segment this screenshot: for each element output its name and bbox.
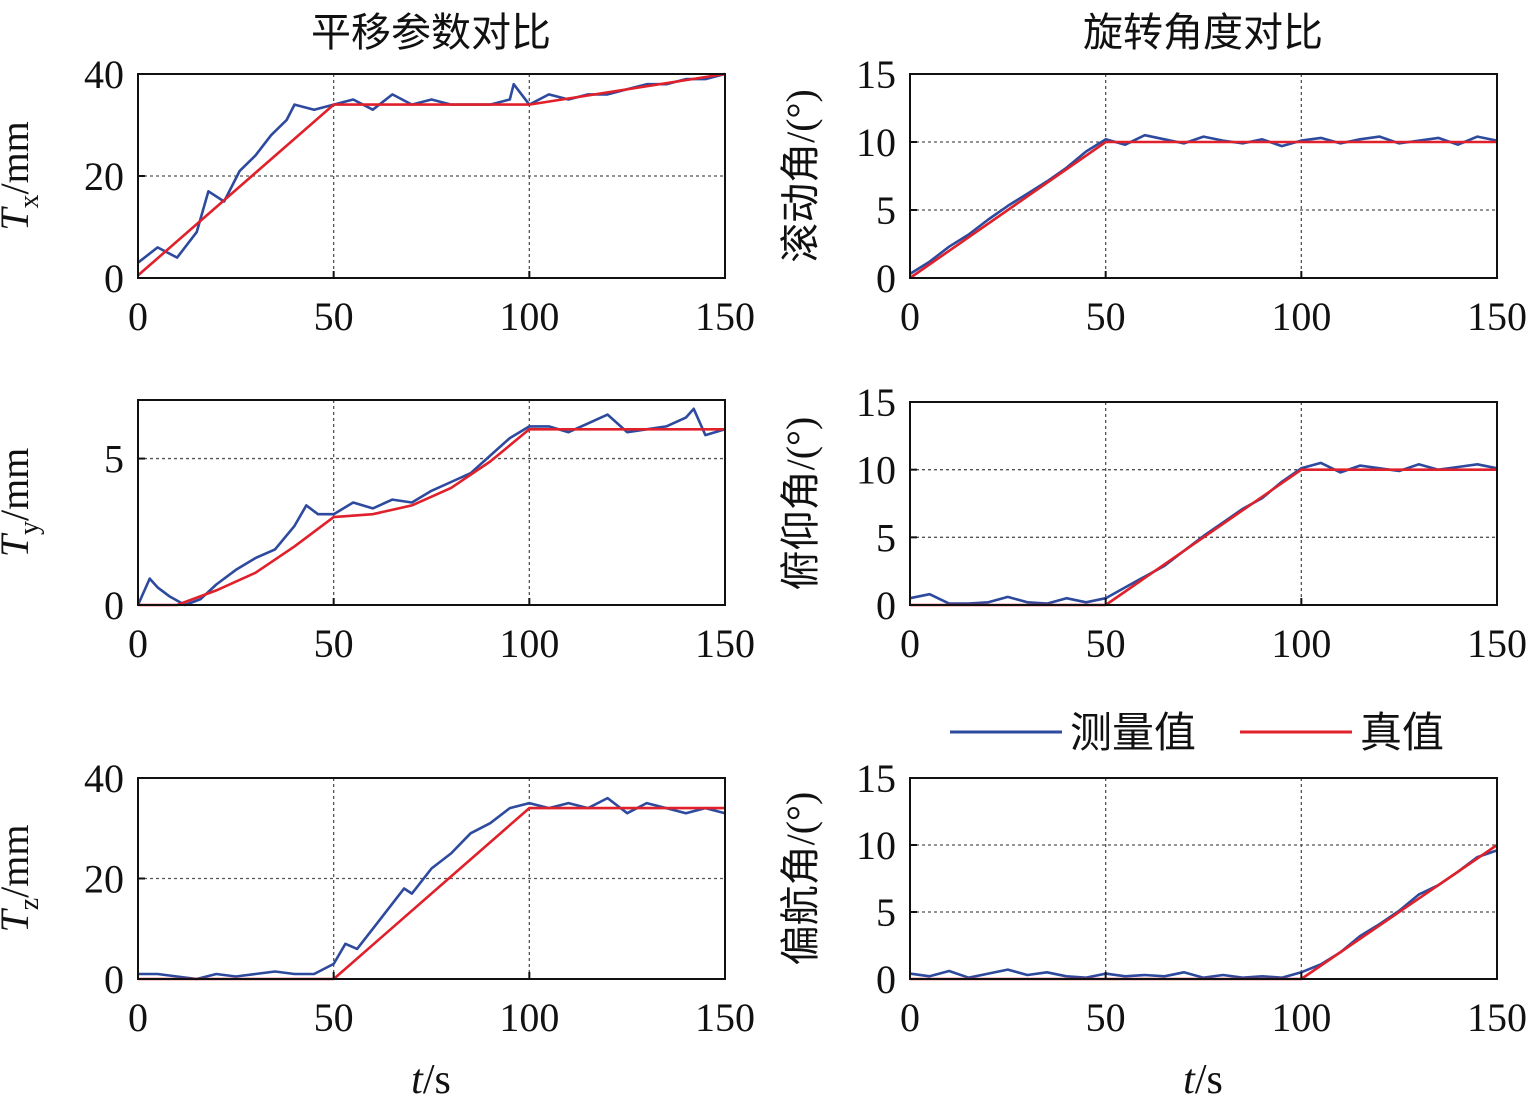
left-column-title: 平移参数对比 (311, 10, 551, 55)
y-tick-label: 20 (84, 857, 124, 902)
x-tick-label: 0 (128, 621, 148, 666)
y-tick-label: 5 (876, 890, 896, 935)
tx-panel: 0 50 100 150 0 20 40 Tx/mm (0, 52, 755, 339)
truth-series-line (137, 72, 726, 277)
y-tick-label: 0 (104, 957, 124, 1002)
legend: 测量值 真值 (950, 711, 1444, 757)
y-axis-label: 偏航角/(°) (778, 792, 823, 966)
yaw-panel: 0 50 100 150 0 5 10 15 偏航角/(°) (778, 756, 1527, 1040)
x-tick-label: 100 (1271, 294, 1331, 339)
x-tick-label: 0 (128, 294, 148, 339)
y-axis-label: Ty/mm (0, 448, 45, 558)
y-tick-label: 0 (104, 256, 124, 301)
y-tick-label: 10 (856, 823, 896, 868)
y-tick-label: 5 (876, 515, 896, 560)
legend-truth-label: 真值 (1360, 711, 1444, 757)
x-tick-label: 100 (1271, 621, 1331, 666)
measured-series-line (909, 849, 1498, 980)
plot-frame (909, 401, 1498, 606)
x-tick-label: 50 (1086, 995, 1126, 1040)
y-tick-label: 0 (876, 957, 896, 1002)
measured-series-line (138, 796, 726, 981)
y-tick-label: 0 (876, 256, 896, 301)
x-tick-label: 50 (1086, 621, 1126, 666)
truth-series-line (909, 140, 1497, 280)
y-tick-label: 15 (856, 380, 896, 425)
roll-panel: 0 50 100 150 0 5 10 15 滚动角/(°) (778, 52, 1527, 339)
y-tick-label: 40 (84, 52, 124, 97)
x-tick-label: 150 (695, 995, 755, 1040)
x-tick-label: 100 (499, 995, 559, 1040)
x-axis-label-right: t/s (1183, 1057, 1223, 1103)
x-tick-label: 150 (1467, 995, 1527, 1040)
truth-series-line (138, 427, 725, 607)
x-tick-label: 0 (900, 294, 920, 339)
x-tick-label: 50 (314, 294, 354, 339)
plot-frame (137, 399, 726, 606)
y-tick-label: 0 (104, 583, 124, 628)
tz-panel: 0 50 100 150 0 20 40 Tz/mm (0, 756, 755, 1040)
x-tick-label: 100 (1271, 995, 1331, 1040)
measured-series-line (909, 461, 1498, 605)
y-tick-label: 5 (876, 188, 896, 233)
measured-series-line (909, 133, 1498, 276)
x-tick-label: 150 (1467, 294, 1527, 339)
y-tick-label: 5 (104, 437, 124, 482)
legend-measured-label: 测量值 (1070, 711, 1196, 757)
x-tick-label: 100 (499, 294, 559, 339)
y-axis-label: Tx/mm (0, 121, 45, 231)
x-tick-label: 0 (900, 995, 920, 1040)
y-tick-label: 15 (856, 756, 896, 801)
x-tick-label: 150 (1467, 621, 1527, 666)
x-tick-label: 50 (1086, 294, 1126, 339)
y-axis-label: Tz/mm (0, 824, 45, 932)
y-tick-label: 20 (84, 154, 124, 199)
y-tick-label: 15 (856, 52, 896, 97)
plot-frame (909, 777, 1498, 980)
measured-series-line (136, 407, 726, 607)
y-tick-label: 10 (856, 120, 896, 165)
truth-series-line (138, 806, 725, 981)
ty-panel: 0 50 100 150 0 5 Ty/mm (0, 399, 755, 666)
measured-series-line (137, 72, 726, 264)
x-tick-label: 0 (900, 621, 920, 666)
x-tick-label: 150 (695, 294, 755, 339)
x-tick-label: 50 (314, 621, 354, 666)
x-tick-label: 100 (499, 621, 559, 666)
x-axis-label-left: t/s (411, 1057, 451, 1103)
pitch-panel: 0 50 100 150 0 5 10 15 俯仰角/(°) (778, 380, 1527, 666)
y-tick-label: 10 (856, 448, 896, 493)
right-column-title: 旋转角度对比 (1083, 10, 1323, 55)
y-tick-label: 40 (84, 756, 124, 801)
x-tick-label: 150 (695, 621, 755, 666)
x-tick-label: 50 (314, 995, 354, 1040)
plot-frame (909, 73, 1498, 279)
y-axis-label: 滚动角/(°) (778, 89, 823, 263)
y-tick-label: 0 (876, 583, 896, 628)
y-axis-label: 俯仰角/(°) (778, 417, 823, 591)
x-tick-label: 0 (128, 995, 148, 1040)
